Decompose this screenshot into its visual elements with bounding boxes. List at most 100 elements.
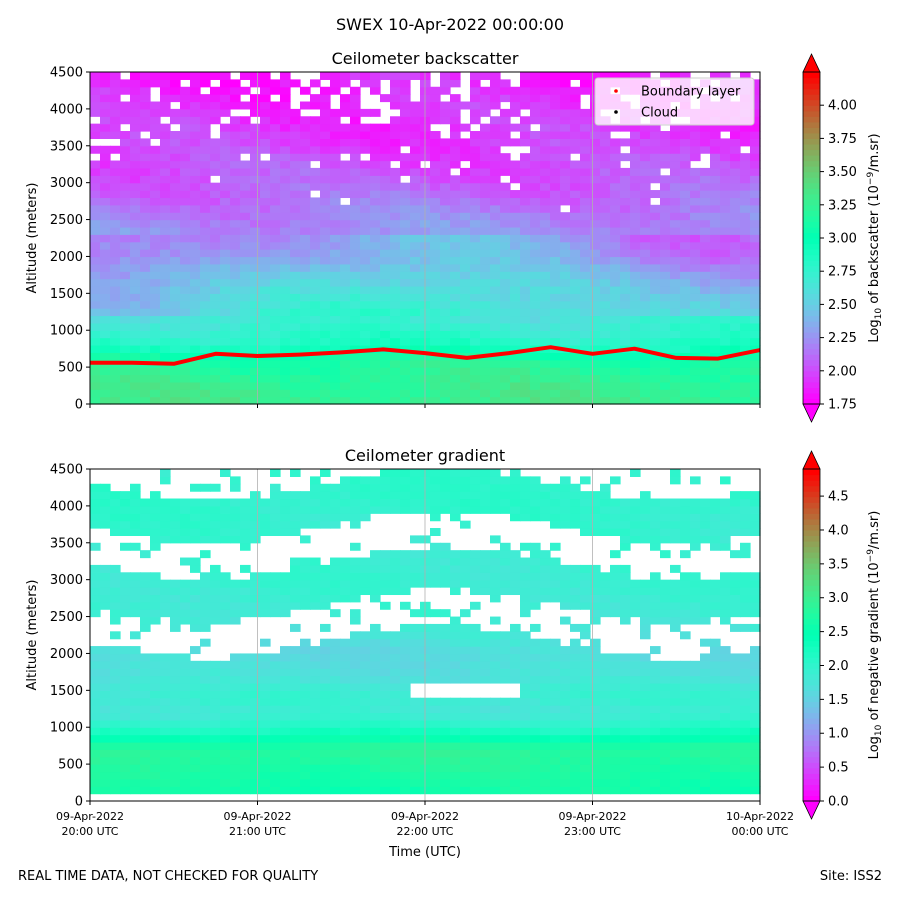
- heatmap-cell: [750, 249, 761, 257]
- heatmap-cell: [180, 535, 191, 543]
- heatmap-cell: [160, 742, 171, 750]
- heatmap-cell: [150, 676, 161, 684]
- heatmap-cell: [610, 367, 621, 375]
- heatmap-cell: [540, 197, 551, 205]
- heatmap-cell: [240, 183, 251, 191]
- heatmap-cell: [170, 212, 181, 220]
- heatmap-cell: [750, 220, 761, 228]
- heatmap-cell: [220, 397, 231, 405]
- heatmap-cell: [720, 146, 731, 154]
- heatmap-cell: [410, 565, 421, 573]
- heatmap-cell: [660, 286, 671, 294]
- heatmap-cell: [220, 124, 231, 132]
- heatmap-cell: [260, 521, 271, 529]
- heatmap-cell: [230, 712, 241, 720]
- heatmap-cell: [620, 190, 631, 198]
- heatmap-cell: [120, 87, 131, 95]
- heatmap-cell: [390, 168, 401, 176]
- heatmap-cell: [370, 631, 381, 639]
- heatmap-cell: [620, 153, 631, 161]
- heatmap-cell: [710, 690, 721, 698]
- heatmap-cell: [300, 249, 311, 257]
- heatmap-cell: [550, 330, 561, 338]
- heatmap-cell: [200, 779, 211, 787]
- heatmap-cell: [430, 212, 441, 220]
- colorbar-segment: [803, 277, 820, 283]
- heatmap-cell: [160, 352, 171, 360]
- heatmap-cell: [730, 764, 741, 772]
- heatmap-cell: [260, 528, 271, 536]
- heatmap-cell: [330, 338, 341, 346]
- heatmap-cell: [620, 382, 631, 390]
- heatmap-cell: [610, 323, 621, 331]
- heatmap-cell: [590, 175, 601, 183]
- heatmap-cell: [150, 698, 161, 706]
- heatmap-cell: [390, 330, 401, 338]
- heatmap-cell: [310, 742, 321, 750]
- heatmap-cell: [220, 197, 231, 205]
- heatmap-cell: [270, 374, 281, 382]
- heatmap-cell: [190, 72, 201, 80]
- heatmap-cell: [320, 735, 331, 743]
- heatmap-cell: [640, 242, 651, 250]
- heatmap-cell: [380, 742, 391, 750]
- heatmap-cell: [220, 786, 231, 794]
- heatmap-cell: [580, 138, 591, 146]
- heatmap-cell: [260, 330, 271, 338]
- heatmap-cell: [570, 205, 581, 213]
- heatmap-cell: [230, 279, 241, 287]
- heatmap-cell: [210, 764, 221, 772]
- heatmap-cell: [580, 602, 591, 610]
- heatmap-cell: [750, 602, 761, 610]
- heatmap-cell: [450, 131, 461, 139]
- heatmap-cell: [660, 683, 671, 691]
- heatmap-cell: [290, 786, 301, 794]
- heatmap-cell: [520, 698, 531, 706]
- heatmap-cell: [400, 212, 411, 220]
- heatmap-cell: [630, 264, 641, 272]
- heatmap-cell: [520, 764, 531, 772]
- heatmap-cell: [120, 205, 131, 213]
- heatmap-cell: [370, 330, 381, 338]
- heatmap-cell: [170, 602, 181, 610]
- heatmap-cell: [240, 535, 251, 543]
- heatmap-cell: [610, 668, 621, 676]
- heatmap-cell: [280, 102, 291, 110]
- heatmap-cell: [140, 301, 151, 309]
- heatmap-cell: [150, 521, 161, 529]
- heatmap-cell: [440, 720, 451, 728]
- heatmap-cell: [750, 698, 761, 706]
- heatmap-cell: [520, 786, 531, 794]
- heatmap-cell: [660, 513, 671, 521]
- heatmap-cell: [460, 102, 471, 110]
- heatmap-cell: [150, 183, 161, 191]
- heatmap-cell: [730, 771, 741, 779]
- heatmap-cell: [680, 720, 691, 728]
- heatmap-cell: [620, 676, 631, 684]
- heatmap-cell: [580, 690, 591, 698]
- heatmap-cell: [470, 602, 481, 610]
- heatmap-cell: [480, 175, 491, 183]
- heatmap-cell: [550, 264, 561, 272]
- heatmap-cell: [220, 249, 231, 257]
- heatmap-cell: [630, 757, 641, 765]
- heatmap-cell: [250, 705, 261, 713]
- heatmap-cell: [530, 146, 541, 154]
- heatmap-cell: [230, 330, 241, 338]
- colorbar-segment: [803, 244, 820, 250]
- heatmap-cell: [480, 631, 491, 639]
- heatmap-cell: [510, 771, 521, 779]
- heatmap-cell: [390, 374, 401, 382]
- heatmap-cell: [190, 742, 201, 750]
- heatmap-cell: [370, 279, 381, 287]
- heatmap-cell: [570, 389, 581, 397]
- heatmap-cell: [360, 138, 371, 146]
- heatmap-cell: [450, 720, 461, 728]
- heatmap-cell: [650, 572, 661, 580]
- heatmap-cell: [630, 587, 641, 595]
- heatmap-cell: [120, 749, 131, 757]
- heatmap-cell: [750, 234, 761, 242]
- heatmap-cell: [240, 779, 251, 787]
- heatmap-cell: [570, 168, 581, 176]
- heatmap-cell: [690, 521, 701, 529]
